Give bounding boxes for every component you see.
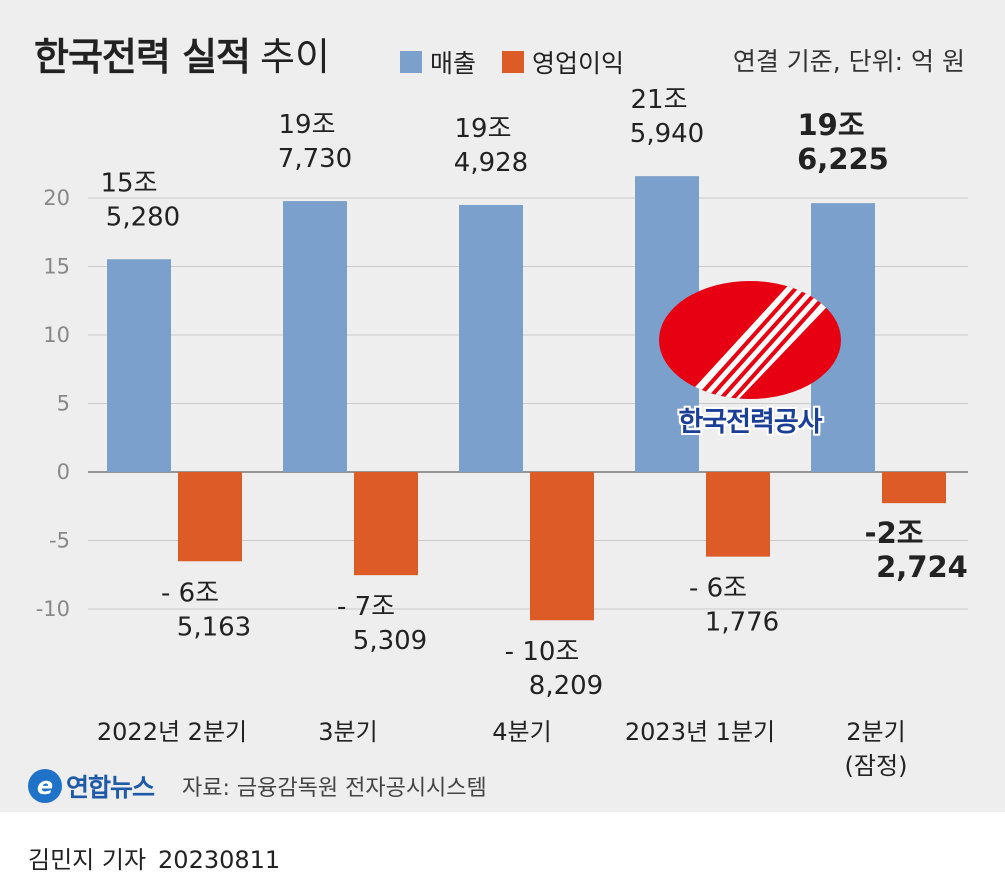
operating-profit-label: - 6조	[161, 578, 219, 608]
legend-item-revenue: 매출	[400, 44, 476, 80]
revenue-bar	[107, 259, 171, 472]
legend-label-operating-profit: 영업이익	[532, 49, 625, 78]
revenue-bar	[283, 201, 347, 472]
source-row: e 연합뉴스 자료: 금융감독원 전자공시시스템	[28, 768, 487, 804]
operating-profit-label: - 10조	[505, 637, 580, 667]
revenue-label: 7,730	[278, 144, 352, 174]
y-tick-label: 0	[57, 460, 70, 484]
yonhap-name: 연합뉴스	[66, 773, 155, 802]
x-category-label: 3분기	[318, 718, 377, 746]
revenue-label: 6,225	[797, 142, 889, 176]
operating-profit-label: 1,776	[705, 608, 779, 638]
y-tick-label: 5	[57, 392, 70, 416]
operating-profit-label: 2,724	[876, 550, 968, 584]
revenue-label: 15조	[100, 168, 157, 198]
operating-profit-label: - 7조	[337, 592, 395, 622]
source-text: 자료: 금융감독원 전자공시시스템	[182, 776, 487, 801]
operating-profit-bar	[882, 472, 946, 504]
publish-date: 20230811	[158, 846, 281, 874]
legend-swatch-operating-profit	[502, 51, 525, 73]
revenue-label: 21조	[630, 85, 687, 115]
title-main: 한국전력 실적	[34, 35, 251, 79]
operating-profit-label: - 6조	[689, 574, 747, 604]
operating-profit-bar	[706, 472, 770, 557]
kepco-logo-text: 한국전력공사	[678, 407, 822, 438]
chart-title: 한국전력 실적 추이	[34, 26, 330, 81]
operating-profit-label: 5,309	[353, 626, 427, 656]
kepco-logo: 한국전력공사	[655, 278, 845, 438]
revenue-label: 4,928	[454, 148, 528, 178]
title-sub: 추이	[260, 35, 330, 79]
reporter: 김민지 기자	[28, 846, 147, 874]
operating-profit-bar	[178, 472, 242, 562]
x-category-label: 2022년 2분기	[97, 718, 247, 746]
operating-profit-label: 5,163	[177, 612, 251, 642]
legend: 매출 영업이익	[400, 44, 650, 80]
revenue-label: 5,940	[630, 119, 704, 149]
yonhap-logo: e 연합뉴스	[28, 768, 155, 804]
yonhap-emblem-icon: e	[28, 769, 62, 803]
revenue-bar	[459, 204, 523, 472]
y-tick-label: -5	[49, 529, 70, 553]
operating-profit-label: 8,209	[529, 671, 603, 701]
x-category-label: 2023년 1분기	[625, 718, 775, 746]
x-category-label: (잠정)	[845, 752, 908, 780]
unit-note: 연결 기준, 단위: 억 원	[732, 47, 965, 76]
revenue-label: 5,280	[106, 202, 180, 232]
operating-profit-bar	[530, 472, 594, 621]
y-tick-label: -10	[36, 597, 70, 621]
revenue-label: 19조	[797, 108, 864, 142]
y-tick-label: 20	[43, 186, 70, 210]
revenue-label: 19조	[454, 114, 511, 144]
operating-profit-label: -2조	[865, 516, 924, 550]
byline: 김민지 기자 20230811	[28, 840, 280, 875]
legend-swatch-revenue	[400, 51, 422, 73]
revenue-label: 19조	[278, 110, 335, 140]
legend-item-operating-profit: 영업이익	[502, 44, 624, 80]
operating-profit-bar	[354, 472, 418, 576]
legend-label-revenue: 매출	[430, 49, 477, 78]
x-category-label: 2분기	[846, 718, 905, 746]
y-tick-label: 15	[43, 255, 70, 279]
x-category-label: 4분기	[492, 718, 551, 746]
y-tick-label: 10	[43, 323, 70, 347]
bar-chart: -10 -5 0 5 10 15 20 15조 5,280 19조 7,730 19조 4,928 21조…	[36, 85, 968, 780]
kepco-emblem-icon	[659, 281, 841, 399]
